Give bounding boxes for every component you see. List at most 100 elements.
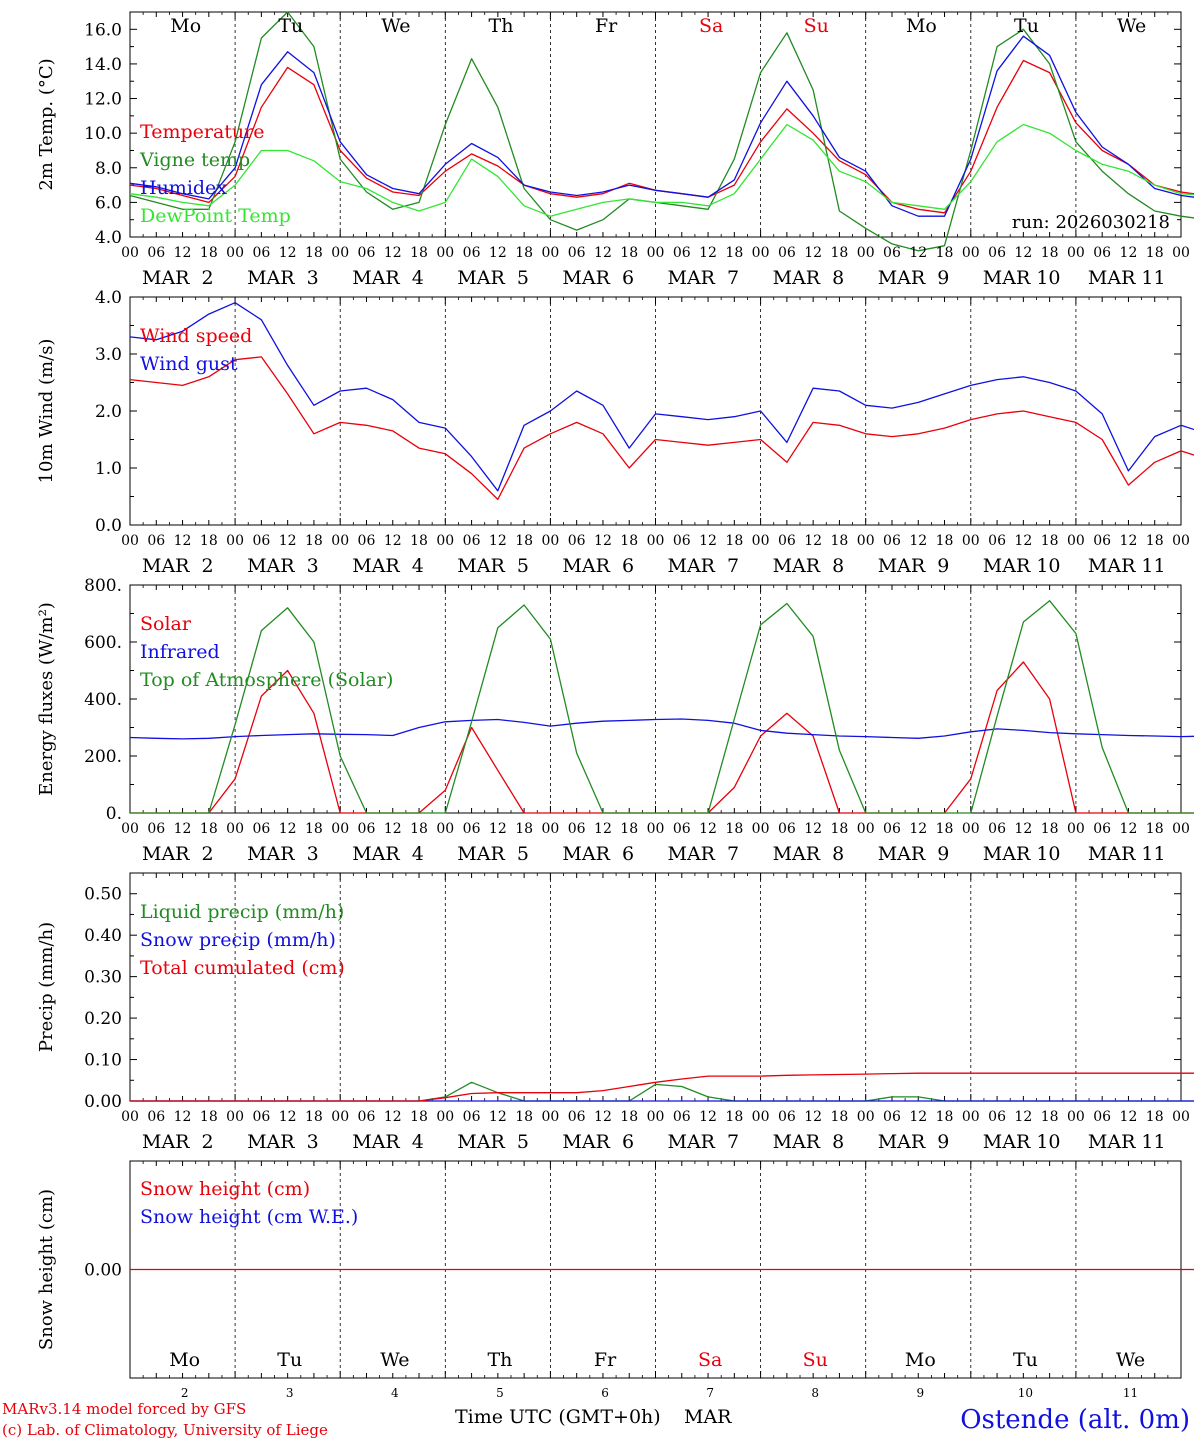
- panel-snow: 0.00 Snow height (cm) Snow height (cm) Snow…: [36, 1160, 1194, 1400]
- hour-label: 18: [936, 821, 954, 837]
- hour-label: 00: [1067, 533, 1085, 549]
- hour-label: 12: [384, 245, 402, 261]
- legend-entry: Liquid precip (mm/h): [140, 901, 344, 923]
- legend-entry: Humidex: [140, 177, 227, 199]
- hour-label: 00: [752, 533, 770, 549]
- legend-entry: Top of Atmosphere (Solar): [140, 669, 393, 691]
- y-tick-label: 14.0: [84, 55, 122, 75]
- hour-label: 12: [1014, 245, 1032, 261]
- date-label: MAR 8: [773, 843, 845, 865]
- copyright-credit: (c) Lab. of Climatology, University of L…: [2, 1421, 328, 1439]
- y-tick-label: 0.30: [84, 968, 122, 988]
- day-number: 4: [391, 1386, 399, 1400]
- hour-label: 00: [226, 533, 244, 549]
- hour-label: 06: [673, 1109, 691, 1125]
- y-tick-label: 3.0: [95, 345, 122, 365]
- y-tick-label: 600.: [84, 633, 122, 653]
- hour-label: 06: [988, 1109, 1006, 1125]
- date-label: MAR 3: [247, 843, 319, 865]
- hour-label: 18: [936, 1109, 954, 1125]
- y-axis-label: 10m Wind (m/s): [36, 339, 57, 484]
- series-humidex: [129, 35, 1194, 217]
- hour-label: 18: [305, 821, 323, 837]
- panel-energy: 0. 200. 400. 600. 800. Energy fluxes (W/m²) So…: [36, 576, 1194, 865]
- run-annotation: run: 2026030218: [1012, 212, 1170, 233]
- hour-label: 12: [699, 1109, 717, 1125]
- hour-label: 18: [620, 245, 638, 261]
- series-infrared: [129, 718, 1194, 740]
- y-tick-label: 2.0: [95, 402, 122, 422]
- hour-label: 12: [909, 1109, 927, 1125]
- day-number: 7: [706, 1386, 714, 1400]
- y-tick-label: 0.40: [84, 926, 122, 946]
- hour-label: 18: [620, 821, 638, 837]
- hour-label: 18: [1146, 533, 1164, 549]
- date-label: MAR 11: [1088, 843, 1166, 865]
- hour-label: 00: [647, 821, 665, 837]
- date-label: MAR 8: [773, 267, 845, 289]
- hour-label: 06: [463, 821, 481, 837]
- panel-wind: 0.0 1.0 2.0 3.0 4.0 10m Wind (m/s) Wind speed W…: [36, 288, 1194, 577]
- date-label: MAR 6: [562, 555, 634, 577]
- hour-label: 18: [410, 533, 428, 549]
- hour-label: 18: [200, 821, 218, 837]
- hour-label: 12: [489, 245, 507, 261]
- day-name: Fr: [595, 15, 618, 37]
- hour-label: 18: [1146, 245, 1164, 261]
- hour-label: 00: [1172, 533, 1190, 549]
- date-label: MAR 5: [457, 267, 529, 289]
- series-wind-gust: [129, 302, 1194, 492]
- hour-label: 06: [147, 245, 165, 261]
- day-name: Sa: [698, 1349, 722, 1371]
- date-label: MAR 6: [562, 843, 634, 865]
- hour-label: 00: [857, 533, 875, 549]
- date-label: MAR 8: [773, 1131, 845, 1153]
- date-label: MAR 6: [562, 267, 634, 289]
- hour-label: 00: [857, 1109, 875, 1125]
- hour-label: 12: [384, 1109, 402, 1125]
- hour-label: 00: [121, 821, 139, 837]
- panel-temperature: 4.0 6.0 8.0 10.0 12.0 14.0 16.0 2m Temp. (°C) Te…: [36, 11, 1194, 289]
- hour-label: 18: [200, 533, 218, 549]
- hour-label: 12: [1014, 1109, 1032, 1125]
- day-name: Tu: [1013, 1349, 1038, 1371]
- y-tick-label: 16.0: [84, 20, 122, 40]
- y-tick-label: 4.0: [95, 288, 122, 308]
- y-tick-label: 8.0: [95, 159, 122, 179]
- hour-label: 06: [568, 245, 586, 261]
- date-label: MAR 5: [457, 555, 529, 577]
- hour-label: 12: [699, 245, 717, 261]
- hour-label: 12: [909, 533, 927, 549]
- hour-label: 06: [673, 245, 691, 261]
- y-tick-label: 10.0: [84, 124, 122, 144]
- day-number: 3: [286, 1386, 294, 1400]
- hour-label: 00: [121, 533, 139, 549]
- hour-label: 06: [568, 821, 586, 837]
- day-name: Tu: [277, 1349, 302, 1371]
- y-tick-label: 4.0: [95, 228, 122, 248]
- date-label: MAR 11: [1088, 267, 1166, 289]
- hour-label: 12: [699, 821, 717, 837]
- day-name: Su: [803, 1349, 828, 1371]
- date-label: MAR 7: [668, 1131, 740, 1153]
- hour-label: 18: [831, 821, 849, 837]
- hour-label: 00: [962, 245, 980, 261]
- hour-label: 12: [1120, 821, 1138, 837]
- y-axis-label: Precip (mm/h): [36, 922, 57, 1052]
- y-axis-label: Snow height (cm): [36, 1189, 57, 1350]
- day-number: 6: [601, 1386, 609, 1400]
- day-number: 8: [811, 1386, 819, 1400]
- hour-label: 18: [1041, 245, 1059, 261]
- hour-label: 12: [804, 245, 822, 261]
- hour-label: 00: [1067, 1109, 1085, 1125]
- day-name: Th: [487, 1349, 512, 1371]
- hour-label: 18: [410, 821, 428, 837]
- hour-label: 00: [962, 1109, 980, 1125]
- hour-label: 00: [647, 1109, 665, 1125]
- date-label: MAR 4: [352, 267, 424, 289]
- legend-entry: Infrared: [140, 641, 220, 663]
- hour-label: 06: [358, 245, 376, 261]
- date-label: MAR 11: [1088, 555, 1166, 577]
- hour-label: 00: [962, 821, 980, 837]
- legend-entry: Solar: [140, 613, 192, 635]
